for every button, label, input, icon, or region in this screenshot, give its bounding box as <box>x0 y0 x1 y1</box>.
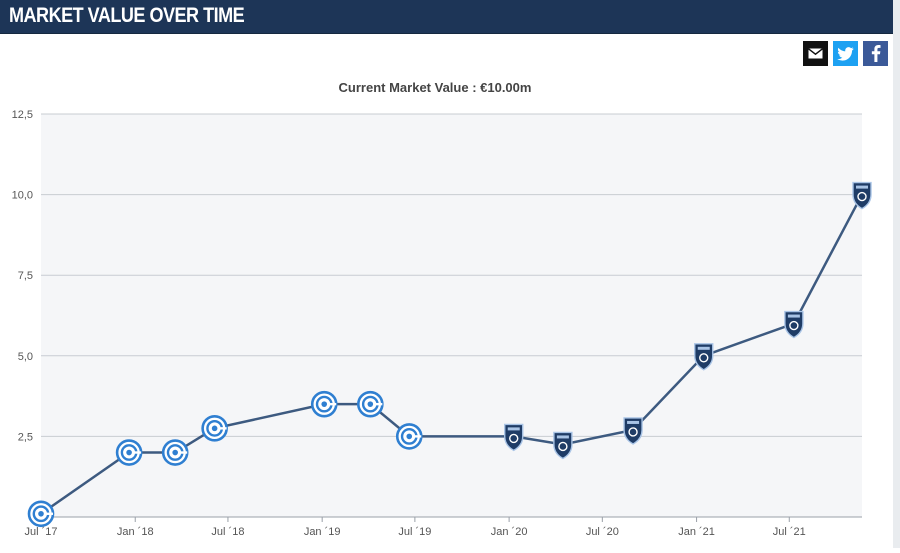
data-point-marker[interactable] <box>310 390 338 418</box>
share-facebook-button[interactable] <box>863 41 888 66</box>
section-header: MARKET VALUE OVER TIME <box>0 0 893 34</box>
share-email-button[interactable] <box>803 41 828 66</box>
data-point-marker[interactable] <box>395 423 423 450</box>
x-tick-label: Jul ´19 <box>398 526 431 538</box>
data-point-marker[interactable] <box>27 500 55 528</box>
envelope-icon <box>808 48 823 59</box>
data-point-marker[interactable] <box>623 417 643 445</box>
x-tick-label: Jan ´19 <box>304 526 341 538</box>
section-title: MARKET VALUE OVER TIME <box>9 4 245 27</box>
chart-title: Current Market Value : €10.00m <box>339 80 532 95</box>
data-point-marker[interactable] <box>115 439 143 466</box>
data-point-marker[interactable] <box>357 390 384 418</box>
data-point-marker[interactable] <box>201 415 228 442</box>
y-tick-label: 10,0 <box>12 190 33 202</box>
y-tick-label: 5,0 <box>18 351 33 363</box>
data-point-marker[interactable] <box>784 310 804 339</box>
x-tick-label: Jul ´21 <box>773 526 806 538</box>
x-tick-label: Jan ´21 <box>678 526 715 538</box>
twitter-bird-icon <box>837 46 854 61</box>
x-tick-label: Jan ´20 <box>491 526 528 538</box>
page-edge <box>893 0 900 548</box>
y-tick-label: 2,5 <box>18 431 33 443</box>
facebook-f-icon <box>871 45 881 62</box>
chart-svg: Current Market Value : €10.00m 12,5 10,0 7… <box>12 80 872 538</box>
x-tick-label: Jul ´20 <box>586 526 619 538</box>
y-tick-label: 7,5 <box>18 270 33 282</box>
x-tick-label: Jul ´17 <box>24 526 57 538</box>
share-twitter-button[interactable] <box>833 41 858 66</box>
data-point-marker[interactable] <box>504 423 524 452</box>
x-tick-label: Jan ´18 <box>117 526 154 538</box>
data-point-marker[interactable] <box>852 181 872 210</box>
data-point-marker[interactable] <box>161 439 189 466</box>
y-tick-label: 12,5 <box>12 109 33 121</box>
data-point-marker[interactable] <box>694 343 714 371</box>
market-value-chart: Current Market Value : €10.00m 12,5 10,0 7… <box>0 70 893 548</box>
data-point-marker[interactable] <box>553 431 573 460</box>
x-tick-label: Jul ´18 <box>211 526 244 538</box>
